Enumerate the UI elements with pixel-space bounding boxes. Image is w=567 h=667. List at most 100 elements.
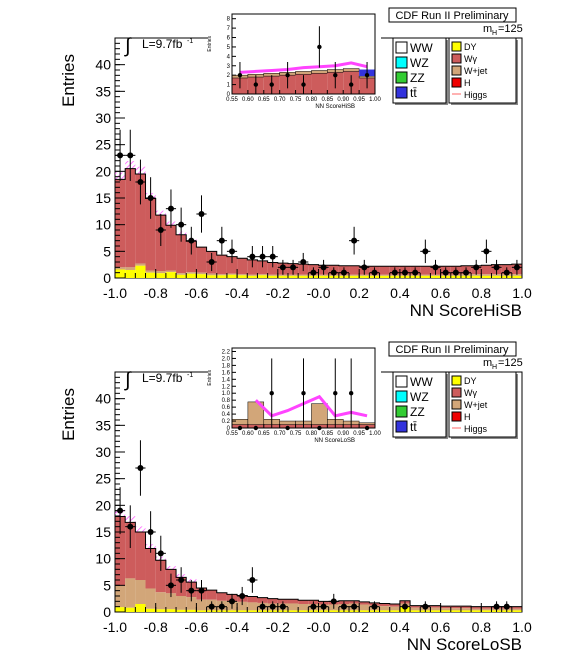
legend-label-wjet: W+jet <box>464 66 488 76</box>
chart-title: CDF Run II Preliminary <box>395 344 509 356</box>
data-point <box>117 152 124 159</box>
legend-swatch-h <box>451 411 462 422</box>
inset-frame <box>231 347 376 429</box>
data-point <box>147 529 154 535</box>
y-tick-label: 35 <box>95 83 111 99</box>
data-point <box>493 603 500 610</box>
dy-bin <box>481 275 492 278</box>
wgamma-bin <box>440 606 451 609</box>
y-tick-label: 35 <box>95 417 111 433</box>
dy-bin <box>460 610 472 612</box>
inset-y-tick-label: 2.0 <box>222 356 231 362</box>
wgamma-bin <box>247 596 258 603</box>
inset-y-tick-label: 0 <box>227 92 231 98</box>
wjet-bin <box>125 267 136 270</box>
inset-x-tick-label: 0.65 <box>258 431 270 437</box>
inset-wjet-bin <box>358 422 376 425</box>
dy-bin <box>155 273 166 278</box>
data-point <box>371 269 378 276</box>
wjet-bin <box>430 607 441 611</box>
x-tick-label: -1.0 <box>103 619 127 635</box>
dy-bin <box>430 610 441 612</box>
x-tick-label: 0.2 <box>349 619 369 635</box>
dy-bin <box>226 610 238 612</box>
inset-data-point <box>301 391 306 396</box>
data-point <box>157 550 164 557</box>
x-axis-title: NN ScoreLoSB <box>407 635 522 654</box>
data-point <box>208 603 215 610</box>
data-point <box>147 195 154 201</box>
dy-bin <box>379 610 390 612</box>
dy-bin <box>440 610 451 612</box>
inset-x-axis-title: NN ScoreLoSB <box>314 438 355 444</box>
wjet-bin <box>450 608 461 611</box>
y-tick-label: 20 <box>95 497 111 513</box>
data-point <box>483 248 490 255</box>
dy-bin <box>389 610 400 612</box>
inset-y-tick-label: 2 <box>227 73 231 79</box>
wgamma-bin <box>145 548 156 589</box>
y-tick-label: 10 <box>95 217 111 233</box>
inset-x-tick-label: 0.60 <box>242 97 254 103</box>
wgamma-bin <box>379 603 390 607</box>
dy-bin <box>420 275 431 278</box>
dy-bin <box>318 275 329 278</box>
data-point <box>178 221 185 228</box>
legend-label-dy: DY <box>464 376 477 386</box>
dy-bin <box>145 272 156 278</box>
dy-bin <box>410 610 421 612</box>
data-point <box>137 179 144 185</box>
y-tick-label: 10 <box>95 551 111 567</box>
inset-y-axis-title: Entries <box>207 36 213 52</box>
wjet-bin <box>196 599 207 611</box>
inset-data-point <box>348 82 354 87</box>
x-tick-label: -0.2 <box>266 285 290 301</box>
dy-bin <box>216 275 227 278</box>
wjet-bin <box>481 608 492 611</box>
x-tick-label: 0.6 <box>431 285 451 301</box>
inset-y-tick-label: 1.2 <box>222 384 231 390</box>
wjet-bin <box>379 606 390 611</box>
dy-bin <box>379 275 390 278</box>
y-tick-label: 25 <box>95 471 111 487</box>
y-tick-label: 40 <box>95 391 111 407</box>
wgamma-bin <box>115 179 126 268</box>
wjet-bin <box>318 274 329 276</box>
dy-bin <box>196 274 207 278</box>
dy-bin <box>165 272 177 278</box>
inset-x-tick-label: 0.80 <box>306 431 318 437</box>
inset-frame <box>231 13 376 95</box>
wgamma-bin <box>450 606 461 609</box>
legend-swatch-ww <box>395 375 408 388</box>
dy-bin <box>165 609 177 612</box>
y-tick-label: 30 <box>95 444 111 460</box>
dy-bin <box>349 275 360 278</box>
dy-bin <box>115 269 126 278</box>
dy-bin <box>267 275 278 278</box>
dy-bin <box>430 275 441 278</box>
data-point <box>463 269 470 276</box>
inset-y-tick-label: 0.2 <box>222 419 231 425</box>
data-point <box>391 269 398 276</box>
inset-y-tick-label: 1.8 <box>222 363 231 369</box>
data-point <box>401 603 408 610</box>
y-axis-title: Entries <box>59 54 78 107</box>
data-point <box>300 259 307 265</box>
x-tick-label: 0.8 <box>472 619 492 635</box>
data-point <box>279 264 286 271</box>
data-point <box>167 205 174 212</box>
wjet-bin <box>287 274 299 276</box>
wjet-bin <box>471 274 482 276</box>
legend-swatch-ww <box>395 41 408 54</box>
wjet-bin <box>115 267 126 270</box>
wgamma-bin <box>226 256 238 274</box>
data-point <box>412 269 419 276</box>
data-point <box>351 237 358 244</box>
wgamma-bin <box>389 604 400 607</box>
inset-higgs-line <box>239 61 368 74</box>
wjet-bin <box>186 597 197 610</box>
dy-bin <box>298 610 309 612</box>
inset-data-point <box>253 82 259 87</box>
data-point <box>290 264 297 271</box>
